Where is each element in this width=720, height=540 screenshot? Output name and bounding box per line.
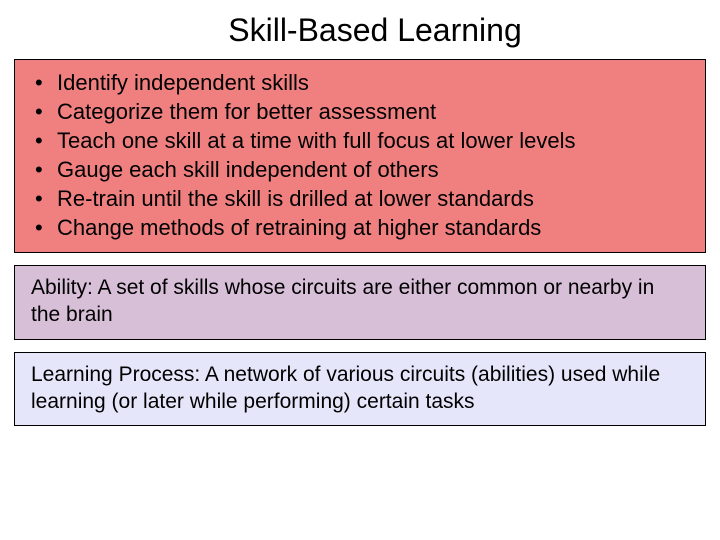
bullet-item: Change methods of retraining at higher s…	[31, 213, 689, 242]
bullet-item: Categorize them for better assessment	[31, 97, 689, 126]
ability-definition: Ability: A set of skills whose circuits …	[31, 274, 689, 329]
bullet-item: Identify independent skills	[31, 68, 689, 97]
bullet-item: Teach one skill at a time with full focu…	[31, 126, 689, 155]
learning-definition: Learning Process: A network of various c…	[31, 361, 689, 416]
slide: Skill-Based Learning Identify independen…	[0, 0, 720, 540]
bullet-list: Identify independent skills Categorize t…	[31, 68, 689, 242]
bullets-box: Identify independent skills Categorize t…	[14, 59, 706, 253]
bullet-item: Re-train until the skill is drilled at l…	[31, 184, 689, 213]
page-title: Skill-Based Learning	[14, 12, 706, 49]
bullet-item: Gauge each skill independent of others	[31, 155, 689, 184]
learning-box: Learning Process: A network of various c…	[14, 352, 706, 427]
ability-box: Ability: A set of skills whose circuits …	[14, 265, 706, 340]
